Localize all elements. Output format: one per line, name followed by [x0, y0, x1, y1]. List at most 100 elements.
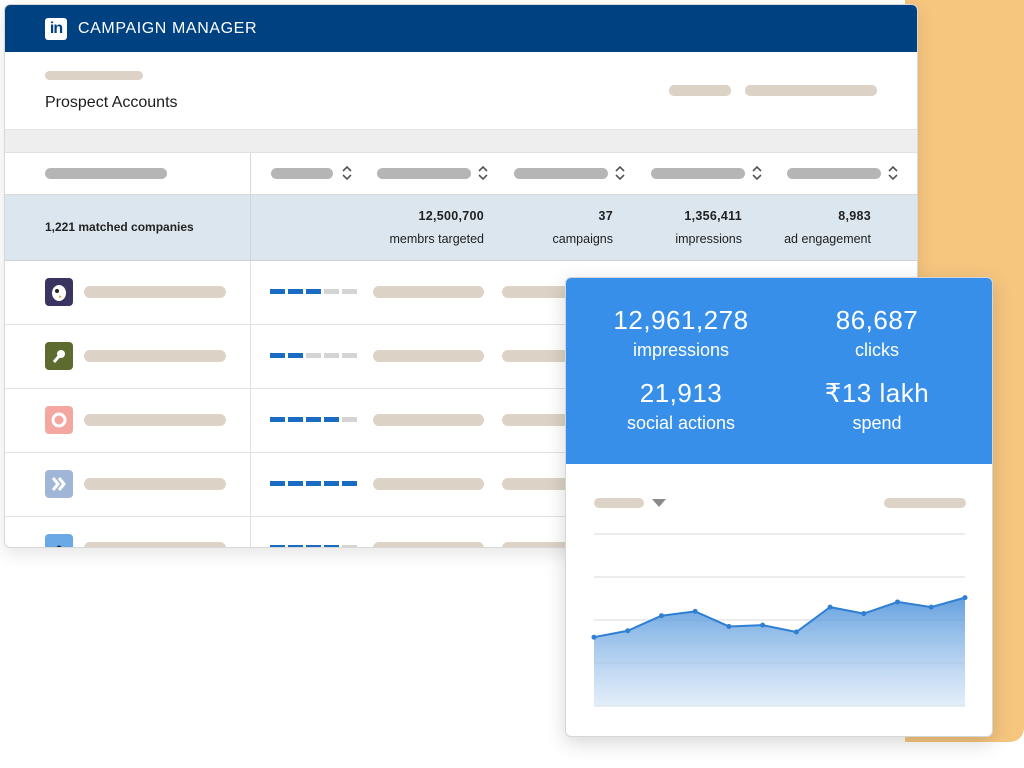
metric-label: clicks — [855, 340, 899, 360]
stat-value: 8,983 — [838, 209, 871, 223]
engagement-segment — [324, 545, 339, 547]
column-header-campaigns[interactable] — [514, 168, 608, 179]
metric-clicks: 86,687 clicks — [777, 305, 977, 361]
data-point[interactable] — [827, 604, 833, 610]
double-chevron-logo-icon — [45, 470, 73, 498]
sort-icon[interactable] — [750, 164, 764, 182]
engagement-segment — [288, 353, 303, 358]
cell-placeholder — [373, 478, 484, 490]
table-row[interactable] — [5, 389, 917, 453]
data-point[interactable] — [928, 604, 934, 610]
column-header-engagement[interactable] — [271, 168, 333, 179]
column-header-engagement-count[interactable] — [787, 168, 881, 179]
engagement-segment — [306, 545, 321, 547]
column-header-members[interactable] — [377, 168, 471, 179]
app-title: CAMPAIGN MANAGER — [78, 19, 258, 37]
engagement-segment — [324, 417, 339, 422]
cell-placeholder — [502, 542, 572, 547]
table-row[interactable] — [5, 517, 917, 547]
data-point[interactable] — [726, 623, 732, 629]
engagement-meter — [270, 417, 357, 422]
metrics-popup: 12,961,278 impressions 86,687 clicks 21,… — [565, 277, 993, 737]
penguin-logo-icon — [45, 278, 73, 306]
engagement-segment — [270, 417, 285, 422]
engagement-segment — [342, 353, 357, 358]
toolbar-band — [5, 130, 917, 153]
company-name-placeholder[interactable] — [84, 542, 226, 547]
table-header — [5, 153, 917, 195]
column-header-company[interactable] — [45, 168, 167, 179]
breadcrumb-placeholder — [45, 71, 143, 80]
stat-value: 12,500,700 — [418, 209, 484, 223]
metric-dropdown[interactable] — [594, 498, 644, 508]
engagement-segment — [288, 289, 303, 294]
company-name-placeholder[interactable] — [84, 478, 226, 490]
company-name-placeholder[interactable] — [84, 286, 226, 298]
metric-impressions: 12,961,278 impressions — [581, 305, 781, 361]
engagement-segment — [324, 353, 339, 358]
sort-icon[interactable] — [613, 164, 627, 182]
engagement-segment — [324, 289, 339, 294]
data-point[interactable] — [861, 611, 867, 617]
metrics-summary: 12,961,278 impressions 86,687 clicks 21,… — [566, 278, 992, 464]
engagement-segment — [288, 481, 303, 486]
engagement-segment — [270, 289, 285, 294]
engagement-segment — [342, 417, 357, 422]
engagement-segment — [324, 481, 339, 486]
cell-placeholder — [502, 286, 572, 298]
cell-placeholder — [502, 478, 572, 490]
summary-row: 1,221 matched companies 12,500,700 membr… — [5, 195, 917, 261]
table-row[interactable] — [5, 325, 917, 389]
sort-icon[interactable] — [340, 164, 354, 182]
cell-placeholder — [373, 542, 484, 547]
engagement-meter — [270, 481, 357, 486]
data-point[interactable] — [895, 599, 901, 605]
header-action-placeholder-2[interactable] — [745, 85, 877, 96]
engagement-segment — [288, 545, 303, 547]
stat-label: ad engagement — [784, 232, 871, 246]
linkedin-logo-icon[interactable]: in — [45, 17, 67, 40]
company-name-placeholder[interactable] — [84, 350, 226, 362]
company-rows — [5, 261, 917, 547]
chevron-down-icon[interactable] — [652, 499, 666, 507]
table-row[interactable] — [5, 453, 917, 517]
data-point[interactable] — [760, 622, 766, 628]
table-row[interactable] — [5, 261, 917, 325]
header-action-placeholder-1[interactable] — [669, 85, 731, 96]
date-range-placeholder[interactable] — [884, 498, 966, 508]
stat-label: membrs targeted — [389, 232, 484, 246]
cell-placeholder — [373, 414, 484, 426]
page-header: Prospect Accounts — [5, 52, 917, 130]
engagement-segment — [306, 289, 321, 294]
metric-value: 86,687 — [835, 305, 919, 335]
engagement-segment — [306, 417, 321, 422]
data-point[interactable] — [625, 628, 631, 634]
data-point[interactable] — [658, 613, 664, 619]
metric-label: social actions — [626, 413, 736, 433]
stat-label: campaigns — [552, 232, 613, 246]
data-point[interactable] — [591, 634, 597, 640]
data-point[interactable] — [692, 608, 698, 614]
series-line — [593, 596, 966, 639]
stat-impressions: 1,356,411 impressions — [612, 209, 742, 246]
dot-logo-icon — [45, 534, 73, 547]
data-point[interactable] — [793, 629, 799, 635]
cell-placeholder — [373, 350, 484, 362]
column-header-impressions[interactable] — [651, 168, 745, 179]
area-fill — [594, 597, 965, 706]
stat-label: impressions — [675, 232, 742, 246]
engagement-meter — [270, 289, 357, 294]
ring-logo-icon — [45, 406, 73, 434]
top-bar: in CAMPAIGN MANAGER — [5, 5, 917, 52]
metric-value: 21,913 — [639, 378, 723, 408]
stat-value: 37 — [598, 209, 613, 223]
sort-icon[interactable] — [476, 164, 490, 182]
matched-companies-count: 1,221 matched companies — [45, 220, 194, 234]
engagement-segment — [270, 353, 285, 358]
data-point[interactable] — [962, 595, 968, 601]
metric-label: impressions — [632, 340, 730, 360]
cell-placeholder — [373, 286, 484, 298]
metric-value: 12,961,278 — [613, 305, 749, 335]
company-name-placeholder[interactable] — [84, 414, 226, 426]
sort-icon[interactable] — [886, 164, 900, 182]
